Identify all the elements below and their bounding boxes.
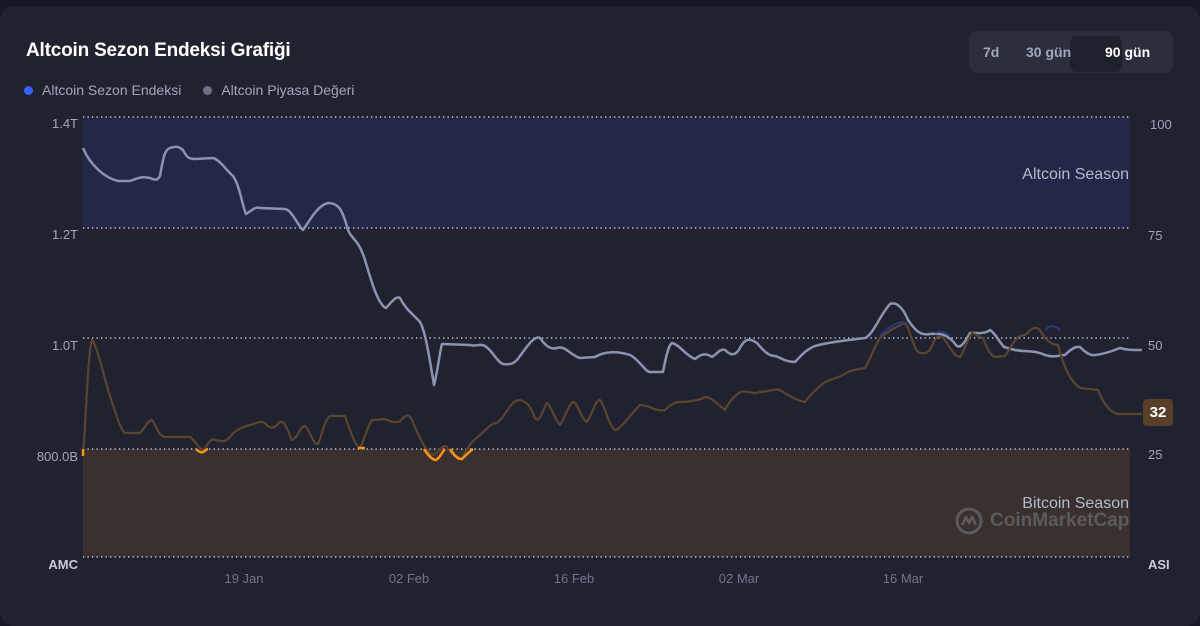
index-overlay-line <box>879 321 1061 337</box>
right-axis-tick: 75 <box>1148 228 1163 243</box>
right-axis-tick: 50 <box>1148 338 1163 353</box>
range-30d-button[interactable]: 30 gün <box>1026 44 1072 60</box>
legend: Altcoin Sezon Endeksi Altcoin Piyasa Değ… <box>24 82 376 98</box>
x-axis-tick: 16 Feb <box>553 571 595 586</box>
left-axis-tick: 800.0B <box>36 449 78 464</box>
legend-label: Altcoin Piyasa Değeri <box>221 82 355 98</box>
chart-title: Altcoin Sezon Endeksi Grafiği <box>26 40 291 61</box>
x-axis-tick: 02 Mar <box>718 571 760 586</box>
legend-item-market-cap[interactable]: Altcoin Piyasa Değeri <box>203 82 354 98</box>
x-axis-tick: 16 Mar <box>882 571 924 586</box>
bitcoin-season-highlight <box>81 446 474 462</box>
bitcoin-season-label: Bitcoin Season <box>1022 495 1129 512</box>
altcoin-season-band <box>83 117 1130 228</box>
range-7d-button[interactable]: 7d <box>983 44 1000 60</box>
right-axis-label: ASI <box>1148 557 1170 572</box>
legend-label: Altcoin Sezon Endeksi <box>42 82 182 98</box>
watermark: CoinMarketCap <box>954 506 1129 536</box>
range-selector: 7d 30 gün 90 gün <box>969 31 1173 73</box>
right-axis-tick: 25 <box>1148 447 1163 462</box>
bitcoin-season-band <box>83 449 1130 557</box>
current-value-badge: 32 <box>1143 399 1173 426</box>
left-axis-label: AMC <box>48 557 78 572</box>
left-axis-tick: 1.2T <box>51 227 78 242</box>
legend-item-index[interactable]: Altcoin Sezon Endeksi <box>24 82 181 98</box>
x-axis-tick: 02 Feb <box>388 571 430 586</box>
right-axis-tick: 100 <box>1150 117 1172 132</box>
range-90d-button[interactable]: 90 gün <box>1105 44 1151 60</box>
season-index-line <box>81 321 1142 460</box>
range-active-indicator <box>1070 36 1122 72</box>
x-axis-tick: 19 Jan <box>224 571 264 586</box>
legend-dot-blue-icon <box>24 85 33 95</box>
left-axis-tick: 1.0T <box>51 338 78 353</box>
altcoin-season-label: Altcoin Season <box>1022 166 1129 183</box>
left-axis-tick: 1.4T <box>51 116 78 131</box>
coinmarketcap-logo-icon <box>955 507 983 535</box>
legend-dot-gray-icon <box>203 85 213 95</box>
market-cap-line <box>81 145 1143 387</box>
watermark-text: CoinMarketCap <box>990 510 1130 531</box>
